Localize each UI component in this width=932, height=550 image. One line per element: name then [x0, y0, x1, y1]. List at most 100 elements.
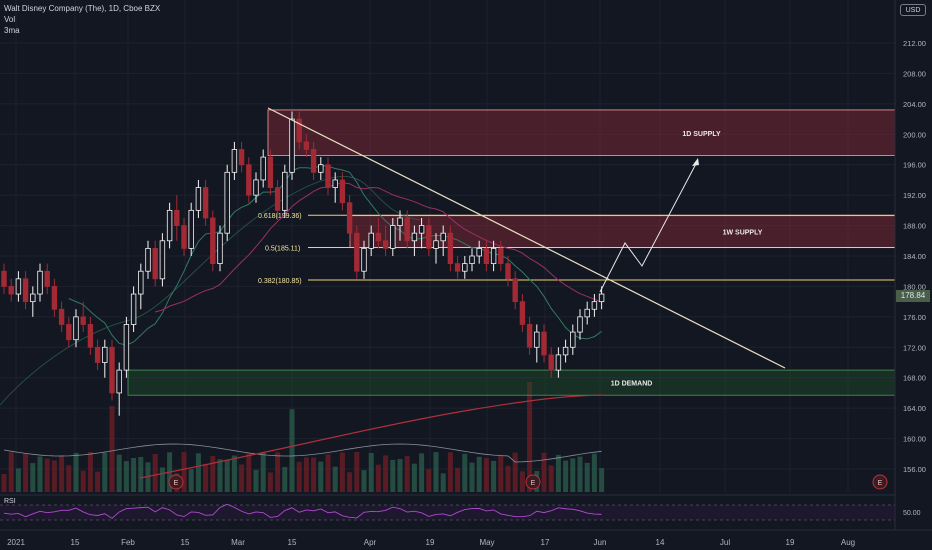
ma-slow-line [155, 182, 602, 313]
candle-body [310, 149, 317, 173]
volume-bar [289, 409, 295, 492]
price-tick-label: 180.00 [903, 282, 926, 291]
rsi-line [3, 503, 602, 519]
zone-label: 1D DEMAND [611, 381, 653, 388]
candle-body [109, 346, 115, 394]
volume-bar [397, 459, 403, 492]
volume-ma-line [3, 443, 602, 463]
volume-bar [23, 453, 29, 492]
volume-bar [419, 453, 425, 492]
volume-bar [217, 459, 223, 492]
candle-body [246, 164, 252, 196]
candle-body [44, 270, 50, 287]
volume-bar [347, 472, 353, 492]
candle-body [159, 240, 166, 280]
fib-levels: 0.618(189.36) 0.5(185.11) 0.382(180.85) [258, 213, 895, 285]
volume-bar [152, 453, 158, 492]
symbol-title[interactable]: Walt Disney Company (The), 1D, Cboe BZX [4, 4, 161, 13]
volume-bar [181, 452, 187, 492]
candle-body [260, 156, 266, 181]
candle-body [22, 278, 29, 303]
earnings-marker-icon [168, 474, 184, 490]
candle-body [166, 209, 173, 242]
candle-body [469, 255, 475, 265]
volume-bar [109, 406, 115, 492]
candle-body [210, 217, 216, 265]
volume-bar [80, 470, 86, 492]
volume-bars [1, 382, 605, 492]
candle-body [354, 232, 360, 272]
volume-bar [210, 455, 216, 492]
volume-bar [15, 468, 21, 492]
volume-bar [188, 469, 194, 492]
price-tick-label: 200.00 [903, 130, 926, 139]
volume-bar [469, 462, 475, 492]
candle-body [174, 209, 180, 226]
candle-body [505, 263, 511, 280]
candle-body [37, 270, 43, 295]
candles [1, 111, 605, 416]
time-tick-label: May [479, 538, 494, 547]
candle-body [562, 346, 569, 356]
candle-body [577, 316, 583, 333]
candle-body [188, 209, 194, 249]
candle-body [8, 286, 14, 295]
rsi-pane: 50.00 [0, 494, 921, 521]
price-tick-label: 168.00 [903, 374, 926, 383]
candle-body [346, 202, 353, 234]
candle-body [498, 247, 504, 265]
candle-body [490, 247, 497, 265]
volume-bar [404, 456, 410, 492]
volume-bar [224, 459, 230, 492]
time-tick-label: 17 [541, 538, 550, 547]
volume-bar [51, 460, 57, 492]
rsi-level-label: 50.00 [903, 510, 921, 517]
volume-bar [253, 469, 259, 492]
volume-bar [267, 472, 273, 492]
candle-body [512, 278, 518, 303]
candle-body [318, 164, 324, 173]
price-axis: 212.00 208.00 204.00 200.00 196.00 192.00 188.… [894, 0, 926, 530]
volume-bar [426, 468, 432, 492]
vol-indicator-label[interactable]: Vol [4, 15, 16, 24]
volume-bar [447, 452, 453, 492]
candle-body [339, 179, 346, 204]
candle-body [375, 232, 382, 242]
volume-bar [512, 452, 518, 492]
candle-body [483, 247, 490, 265]
volume-bar [123, 461, 129, 492]
volume-bar [570, 458, 576, 492]
volume-bar [584, 462, 590, 492]
time-tick-label: 15 [71, 538, 80, 547]
volume-bar [159, 467, 165, 492]
earnings-marker-icon [525, 474, 541, 490]
candle-body [390, 225, 396, 249]
currency-badge[interactable]: USD [900, 4, 926, 16]
rsi-label[interactable]: RSI [4, 498, 16, 505]
ma-indicator-label[interactable]: 3ma [4, 26, 20, 35]
volume-bar [433, 452, 439, 492]
volume-bar [246, 453, 252, 492]
candle-body [404, 217, 410, 242]
volume-bar [195, 453, 201, 492]
candle-body [195, 187, 202, 211]
volume-bar [462, 453, 468, 492]
candle-body [267, 156, 274, 188]
zone-1w-supply [349, 215, 896, 249]
candle-body [224, 171, 230, 234]
price-tick-label: 188.00 [903, 222, 926, 231]
volume-bar [577, 456, 583, 492]
volume-bar [375, 464, 381, 492]
candle-body [296, 118, 302, 143]
volume-bar [145, 462, 151, 492]
candle-body [447, 232, 454, 265]
rsi-band [0, 505, 895, 520]
price-tick-label: 208.00 [903, 69, 926, 78]
volume-bar [318, 461, 324, 492]
time-tick-label: Mar [231, 538, 245, 547]
earnings-marker-label: E [878, 480, 883, 487]
volume-bar [476, 456, 482, 492]
price-tick-label: 160.00 [903, 435, 926, 444]
volume-bar [1, 474, 7, 492]
